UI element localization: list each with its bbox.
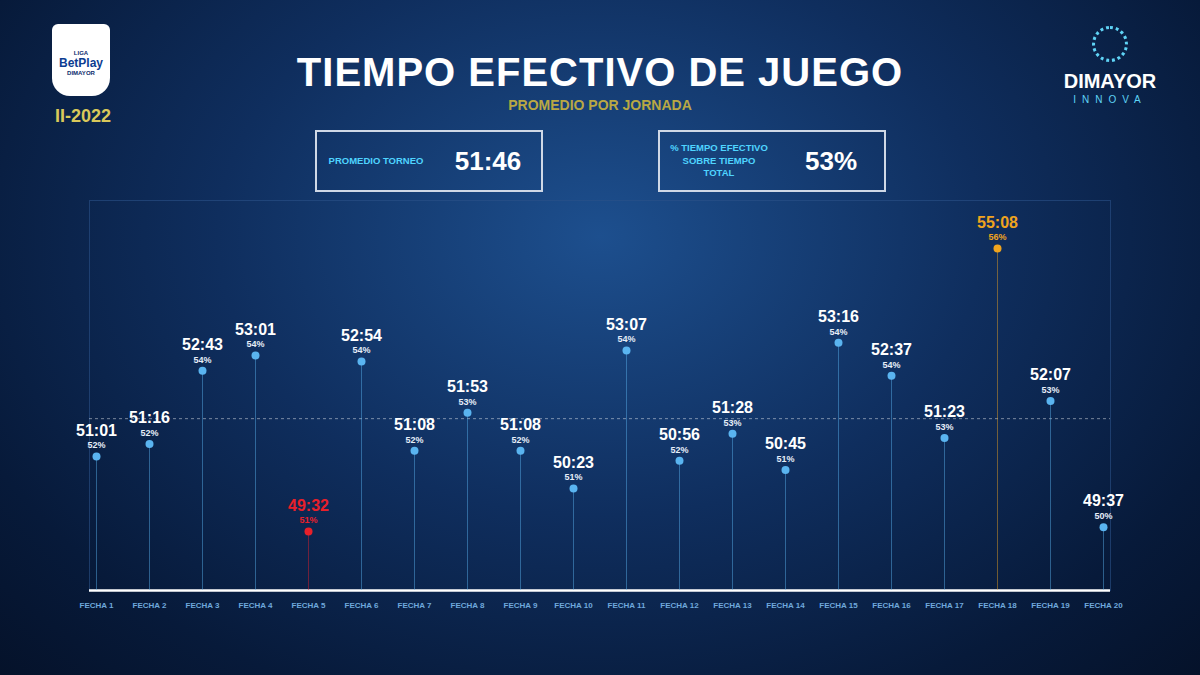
svg-text:49:37: 49:37 [1083,492,1124,509]
svg-text:52:54: 52:54 [341,327,382,344]
svg-text:53%: 53% [723,418,741,428]
html-text:53%: 53% [805,145,857,176]
svg-text:FECHA 18: FECHA 18 [978,601,1017,610]
svg-text:50:23: 50:23 [553,454,594,471]
svg-text:FECHA 14: FECHA 14 [766,601,805,610]
svg-text:54%: 54% [829,327,847,337]
html-text:BetPlay: BetPlay [59,56,103,70]
svg-text:FECHA 10: FECHA 10 [554,601,593,610]
svg-text:52%: 52% [87,440,105,450]
html-text:INNOVA: INNOVA [1073,94,1147,105]
svg-text:51%: 51% [564,472,582,482]
svg-text:53:01: 53:01 [235,321,276,338]
html-text:PROMEDIO POR JORNADA: PROMEDIO POR JORNADA [508,97,692,113]
svg-text:51:28: 51:28 [712,399,753,416]
svg-text:52%: 52% [511,435,529,445]
svg-text:52%: 52% [405,435,423,445]
svg-text:51:01: 51:01 [76,422,117,439]
svg-text:FECHA 8: FECHA 8 [451,601,485,610]
svg-text:53:07: 53:07 [606,316,647,333]
svg-text:FECHA 11: FECHA 11 [608,601,646,610]
svg-text:FECHA 16: FECHA 16 [872,601,911,610]
svg-text:55:08: 55:08 [977,214,1018,231]
svg-text:52:37: 52:37 [871,341,912,358]
svg-text:51:53: 51:53 [447,378,488,395]
svg-text:51%: 51% [299,515,317,525]
svg-text:52%: 52% [140,428,158,438]
svg-text:FECHA 17: FECHA 17 [925,601,964,610]
svg-text:FECHA 6: FECHA 6 [345,601,379,610]
svg-text:FECHA 5: FECHA 5 [292,601,326,610]
svg-text:53%: 53% [935,422,953,432]
svg-text:50%: 50% [1094,511,1112,521]
svg-text:50:56: 50:56 [659,426,700,443]
svg-text:FECHA 3: FECHA 3 [186,601,220,610]
svg-text:49:32: 49:32 [288,497,329,514]
html-text:PROMEDIO TORNEO: PROMEDIO TORNEO [328,154,424,166]
svg-text:54%: 54% [617,334,635,344]
svg-text:54%: 54% [193,355,211,365]
svg-text:50:45: 50:45 [765,435,806,452]
svg-text:56%: 56% [988,232,1006,242]
svg-text:51%: 51% [776,454,794,464]
svg-text:52:43: 52:43 [182,336,223,353]
html-text:% TIEMPO EFECTIVO SOBRE TIEMPO: % TIEMPO EFECTIVO SOBRE TIEMPO TOTAL [670,141,768,179]
svg-text:54%: 54% [246,339,264,349]
svg-text:53%: 53% [458,397,476,407]
html-text:TIEMPO EFECTIVO DE JUEGO: TIEMPO EFECTIVO DE JUEGO [296,50,904,94]
svg-text:FECHA 1: FECHA 1 [80,601,114,610]
svg-text:54%: 54% [352,345,370,355]
svg-text:FECHA 19: FECHA 19 [1031,601,1070,610]
svg-text:FECHA 2: FECHA 2 [133,601,167,610]
svg-text:54%: 54% [882,360,900,370]
html-text:51:46: 51:46 [454,145,522,176]
svg-text:FECHA 20: FECHA 20 [1084,601,1123,610]
html-text:II-2022: II-2022 [55,106,111,126]
svg-text:FECHA 7: FECHA 7 [398,601,432,610]
html-text:DIMAYOR: DIMAYOR [67,70,95,76]
svg-text:53%: 53% [1041,385,1059,395]
svg-text:53:16: 53:16 [818,308,859,325]
svg-text:FECHA 13: FECHA 13 [713,601,752,610]
svg-text:51:16: 51:16 [129,409,170,426]
svg-text:51:23: 51:23 [924,403,965,420]
svg-text:FECHA 9: FECHA 9 [504,601,538,610]
svg-text:52:07: 52:07 [1030,366,1071,383]
html-text:DIMAYOR: DIMAYOR [1063,70,1157,92]
svg-text:FECHA 4: FECHA 4 [239,601,273,610]
html-text:LIGA: LIGA [73,50,89,56]
svg-text:FECHA 15: FECHA 15 [819,601,858,610]
svg-text:FECHA 12: FECHA 12 [660,601,699,610]
svg-text:52%: 52% [670,445,688,455]
svg-text:51:08: 51:08 [394,416,435,433]
svg-text:51:08: 51:08 [500,416,541,433]
